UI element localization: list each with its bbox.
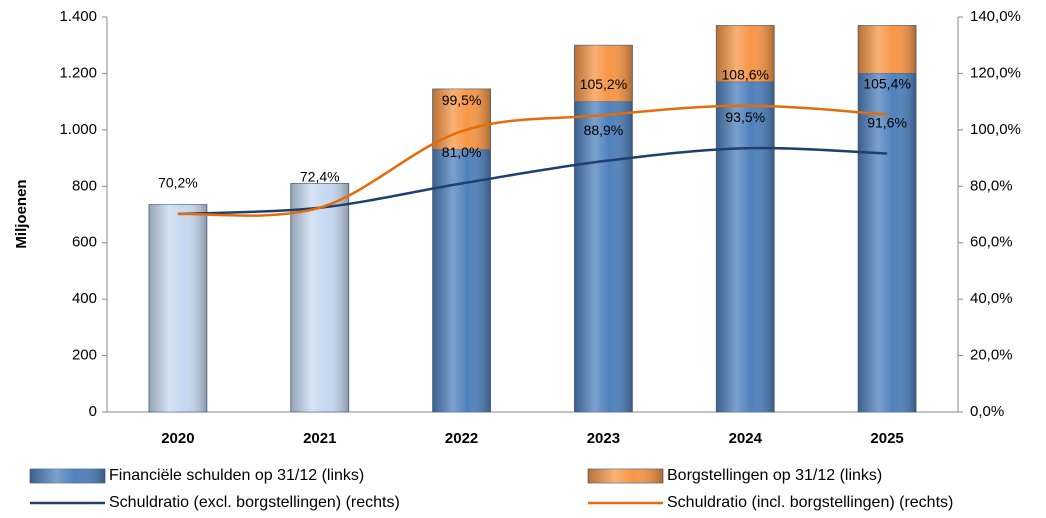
x-tick-label: 2021 (303, 430, 336, 447)
y-tick-label: 1.200 (59, 64, 97, 81)
y-tick-label: 1.400 (59, 8, 97, 25)
bar-shade (290, 183, 349, 412)
y2-tick-label: 60,0% (970, 234, 1013, 251)
data-label: 70,2% (158, 175, 198, 191)
x-tick-label: 2020 (161, 430, 194, 447)
data-label: 105,2% (580, 76, 627, 92)
line (177, 104, 888, 217)
legend-swatch-shade (588, 469, 663, 483)
data-label: 105,4% (863, 75, 910, 91)
y2-tick-label: 20,0% (970, 347, 1013, 364)
data-label: 91,6% (867, 114, 907, 130)
bar-shade (858, 25, 917, 74)
y-axis-label: Miljoenen (13, 179, 30, 248)
y2-tick-label: 40,0% (970, 290, 1013, 307)
data-label: 81,0% (442, 144, 482, 160)
legend-label: Schuldratio (excl. borgstellingen) (rech… (109, 494, 400, 511)
x-tick-label: 2022 (445, 430, 478, 447)
data-label: 93,5% (725, 109, 765, 125)
data-label: 108,6% (722, 66, 769, 82)
y2-tick-label: 100,0% (970, 121, 1021, 138)
legend-label: Schuldratio (incl. borgstellingen) (rech… (667, 494, 953, 511)
x-tick-label: 2025 (870, 430, 903, 447)
bar-shade (716, 25, 775, 82)
legend-label: Financiële schulden op 31/12 (links) (109, 467, 364, 484)
y-tick-label: 800 (72, 177, 97, 194)
bar-shade (574, 101, 633, 413)
x-tick-label: 2023 (587, 430, 620, 447)
data-label: 99,5% (442, 92, 482, 108)
y2-tick-label: 80,0% (970, 177, 1013, 194)
y-tick-label: 1.000 (59, 121, 97, 138)
y-tick-label: 200 (72, 347, 97, 364)
bar-shade (432, 149, 491, 412)
y-tick-label: 0 (89, 403, 97, 420)
data-label: 88,9% (584, 122, 624, 138)
line (177, 146, 888, 216)
legend-swatch-shade (30, 469, 105, 483)
bar-shade (574, 45, 633, 102)
bar-shade (716, 81, 775, 413)
y2-tick-label: 120,0% (970, 64, 1021, 81)
y-tick-label: 600 (72, 234, 97, 251)
legend-label: Borgstellingen op 31/12 (links) (667, 467, 882, 484)
x-tick-label: 2024 (729, 430, 763, 447)
bar-shade (148, 204, 207, 412)
data-label: 72,4% (300, 168, 340, 184)
y-tick-label: 400 (72, 290, 97, 307)
bar-shade (858, 73, 917, 412)
y2-tick-label: 140,0% (970, 8, 1021, 25)
y2-tick-label: 0,0% (970, 403, 1004, 420)
